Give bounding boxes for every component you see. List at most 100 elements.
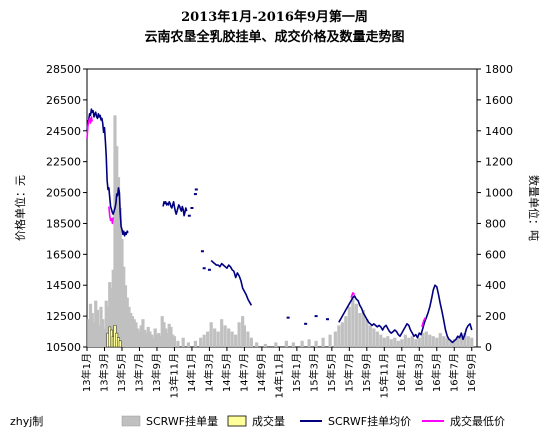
x-tick-label: 16年7月 <box>447 353 460 392</box>
listing-volume-bar <box>109 288 114 347</box>
listing-volume-bar <box>136 328 140 347</box>
listing-volume-bar <box>141 319 145 347</box>
listing-volume-bar <box>206 331 210 347</box>
legend-label-listing-avg-price: SCRWF挂单均价 <box>328 414 411 428</box>
legend-label-deal-volume: 成交量 <box>252 414 285 428</box>
x-tick-label: 15年11月 <box>377 353 390 398</box>
listing-volume-bar <box>403 334 407 347</box>
listing-volume-bar <box>379 334 383 347</box>
x-tick-label: 13年9月 <box>150 353 163 392</box>
listing-volume-bar <box>167 323 171 347</box>
x-tick-label: 16年1月 <box>395 353 408 392</box>
left-tick-label: 14500 <box>46 279 81 292</box>
listing-volume-bar <box>186 342 191 347</box>
x-tick-label: 14年1月 <box>185 353 198 392</box>
listing-volume-bar <box>424 331 428 347</box>
listing-volume-bar <box>435 337 439 347</box>
listing-volume-bar <box>164 328 168 347</box>
x-axis: 13年1月 13年3月 13年5月 13年7月 13年9月 13年11月 14年1月 14年3… <box>80 347 478 398</box>
listing-volume-bar <box>354 303 358 347</box>
listing-volume-bar <box>90 313 94 347</box>
x-tick-label: 15年5月 <box>325 353 338 392</box>
listing-volume-bar <box>321 337 325 347</box>
left-tick-label: 12500 <box>46 310 81 323</box>
right-tick-label: 400 <box>485 279 506 292</box>
listing-volume-bar <box>162 322 166 347</box>
listing-volume-bar <box>393 337 397 347</box>
right-axis: 0 200 400 600 800 1000 1200 1400 1600 1800 <box>477 63 513 354</box>
listing-volume-bar <box>314 340 318 347</box>
listing-volume-bar <box>134 322 138 347</box>
right-tick-label: 200 <box>485 310 506 323</box>
listing-volume-bar <box>118 208 122 347</box>
left-tick-label: 22500 <box>46 156 81 169</box>
listing-volume-bar <box>139 325 143 347</box>
listing-volume-bar <box>130 316 135 347</box>
left-axis: 10500 12500 14500 16500 18500 20500 22500 24500… <box>46 63 87 354</box>
listing-volume-bar <box>160 316 164 347</box>
listing-volume-bar <box>87 319 91 347</box>
listing-volume-bar <box>99 306 103 347</box>
listing-volume-bar <box>307 339 311 347</box>
series-line-deal_min_price <box>86 116 93 139</box>
series-line-deal_min_price_d <box>421 317 427 328</box>
x-tick-label: 14年9月 <box>255 353 268 392</box>
listing-volume-bar <box>438 333 442 347</box>
listing-volume-bar <box>199 337 203 347</box>
listing-volume-bar <box>456 337 460 347</box>
listing-volume-bar <box>344 316 348 347</box>
x-tick-label: 13年1月 <box>80 353 93 392</box>
listing-volume-bar <box>375 331 379 347</box>
listing-volume-bar <box>223 325 227 347</box>
series-line-listing_avg_price_d <box>338 284 473 344</box>
listing-volume-bar <box>414 339 418 347</box>
listing-volume-bar <box>242 325 246 347</box>
listing-volume-bar <box>463 333 467 347</box>
listing-volume-bar <box>144 333 149 347</box>
listing-volume-bar <box>165 333 170 347</box>
listing-volume-bar <box>216 331 220 347</box>
listing-volume-bar <box>88 303 93 347</box>
plot-area <box>86 68 478 348</box>
listing-volume-bar <box>127 306 131 347</box>
listing-volume-bar <box>181 337 185 347</box>
x-tick-label: 16年3月 <box>412 353 425 392</box>
listing-volume-bar <box>396 340 400 347</box>
left-tick-label: 28500 <box>46 63 81 76</box>
listing-volume-bar <box>137 331 142 347</box>
right-tick-label: 1000 <box>485 187 513 200</box>
volume-bars-layer <box>87 115 474 347</box>
listing-volume-bar <box>155 334 159 347</box>
listing-volume-bar <box>230 331 234 347</box>
listing-volume-bar <box>442 336 446 347</box>
left-tick-label: 18500 <box>46 217 81 230</box>
listing-volume-bar <box>291 342 295 347</box>
listing-volume-bar <box>153 328 157 347</box>
listing-volume-bar <box>227 328 231 347</box>
listing-volume-bar <box>351 294 355 347</box>
series-line-listing_avg_price_b <box>162 201 188 217</box>
listing-volume-bar <box>241 316 245 347</box>
series-line-deal_min_price_c <box>350 292 356 298</box>
listing-volume-bar <box>125 297 129 347</box>
listing-volume-bar <box>113 115 117 347</box>
listing-volume-bar <box>143 330 147 347</box>
listing-volume-bar <box>470 337 474 347</box>
listing-volume-bar <box>129 313 133 347</box>
listing-volume-bar <box>421 333 425 347</box>
listing-volume-bar <box>151 337 156 347</box>
listing-volume-bar <box>101 319 105 347</box>
listing-volume-bar <box>246 331 250 347</box>
isolated-price-point <box>187 214 191 217</box>
listing-volume-bar <box>368 325 372 347</box>
isolated-price-point <box>286 316 290 319</box>
listing-volume-bar <box>431 336 435 347</box>
series-line-deal_min_price_b <box>108 206 114 225</box>
right-tick-label: 600 <box>485 248 506 261</box>
listing-volume-bar <box>172 336 177 347</box>
listing-volume-bar <box>150 334 154 347</box>
listing-volume-bar <box>249 337 253 347</box>
legend-swatch-listing-volume <box>121 415 141 427</box>
series-line-listing_avg_price_c <box>210 259 253 306</box>
x-tick-label: 15年3月 <box>307 353 320 392</box>
